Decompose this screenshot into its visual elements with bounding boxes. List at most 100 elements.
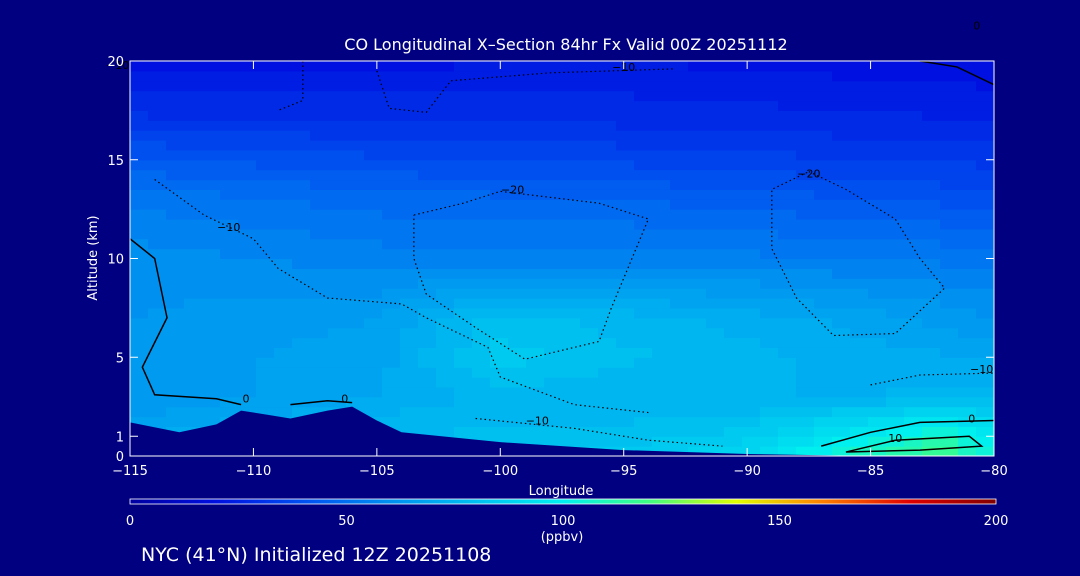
field-cell [166,61,185,72]
field-cell [706,100,725,111]
field-cell [796,396,815,408]
field-cell [760,80,779,92]
field-cell [490,426,509,437]
field-cell [904,100,923,111]
field-cell [958,90,977,102]
field-cell [328,120,347,131]
field-cell [940,436,959,447]
field-cell [652,337,671,348]
field-cell [922,327,941,339]
field-cell [688,189,707,200]
field-cell [670,278,689,289]
field-cell [688,278,707,289]
field-cell [886,406,905,418]
field-cell [328,327,347,339]
field-cell [508,317,527,329]
field-cell [310,219,329,230]
field-cell [832,209,851,220]
field-cell [382,219,401,230]
field-cell [184,70,203,82]
field-cell [634,327,653,339]
field-cell [238,149,257,161]
field-cell [148,169,167,181]
field-cell [598,228,617,240]
field-cell [508,100,527,111]
y-tick-label: 1 [116,430,124,445]
field-cell [976,357,994,368]
field-cell [706,377,725,388]
field-cell [634,347,653,358]
field-cell [940,80,959,92]
field-cell [490,70,509,82]
contour-label: 0 [243,393,250,406]
field-cell [400,327,419,339]
field-cell [976,149,994,161]
field-cell [436,179,455,190]
y-tick-label: 0 [116,450,124,465]
field-cell [616,268,635,279]
field-cell [418,288,437,299]
field-cell [760,228,779,240]
field-cell [292,367,311,378]
field-cell [634,80,653,92]
field-cell [724,169,743,181]
field-cell [202,238,221,250]
field-cell [418,70,437,82]
field-cell [454,159,473,171]
field-cell [544,347,563,358]
field-cell [544,406,563,418]
field-cell [454,238,473,250]
field-cell [256,199,275,210]
field-cell [598,436,617,447]
field-cell [400,228,419,240]
field-cell [652,90,671,102]
terrain-layer [130,406,994,456]
field-cell [220,258,239,269]
field-cell [706,228,725,240]
field-cell [346,258,365,269]
field-cell [472,347,491,358]
field-cell [760,199,779,210]
field-cell [346,288,365,299]
field-cell [886,159,905,171]
field-cell [598,169,617,181]
colorbar-tick-label: 100 [551,514,576,529]
field-cell [256,140,275,151]
field-cell [274,268,293,279]
field-cell [418,179,437,190]
field-cell [778,209,797,220]
field-cell [436,278,455,289]
field-cell [868,436,887,447]
y-tick-label: 10 [107,253,124,268]
field-cell [634,61,653,72]
field-cell [562,298,581,309]
field-cell [580,61,599,72]
field-cell [544,219,563,230]
field-cell [400,189,419,200]
field-cell [382,228,401,240]
field-cell [490,189,509,200]
field-cell [652,446,671,456]
field-cell [940,446,959,456]
field-cell [778,307,797,319]
field-cell [562,436,581,447]
field-cell [904,317,923,329]
field-cell [346,367,365,378]
field-cell [256,357,275,368]
field-cell [418,110,437,121]
field-cell [778,258,797,269]
field-cell [382,337,401,348]
field-cell [706,307,725,319]
field-cell [886,258,905,269]
field-cell [328,70,347,82]
field-cell [202,100,221,111]
field-cell [904,199,923,210]
field-cell [490,386,509,398]
field-cell [238,238,257,250]
field-cell [418,406,437,418]
field-cell [634,436,653,447]
field-cell [742,140,761,151]
field-cell [742,298,761,309]
field-cell [652,406,671,418]
colorbar: 0 50 100 150 200 [126,498,1008,529]
